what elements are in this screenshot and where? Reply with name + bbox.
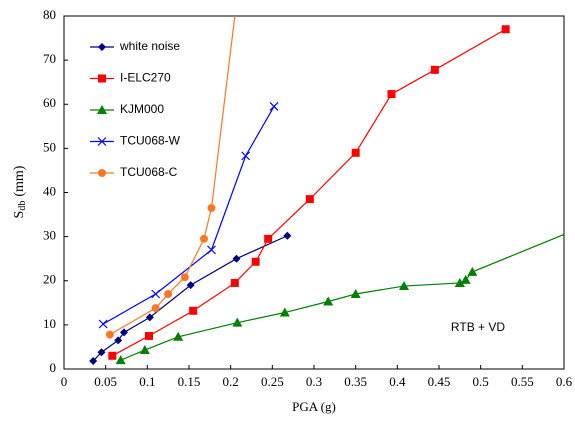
- legend-marker: [98, 43, 106, 51]
- y-tick-label: 40: [43, 183, 56, 198]
- marker: [269, 102, 279, 111]
- legend-marker: [98, 169, 106, 177]
- marker: [232, 254, 241, 263]
- x-tick-label: 0.45: [428, 374, 451, 389]
- marker: [323, 296, 334, 306]
- marker: [108, 351, 117, 360]
- marker: [164, 289, 173, 298]
- legend-label: white noise: [119, 39, 180, 53]
- x-tick-label: 0.6: [556, 374, 573, 389]
- marker: [279, 307, 290, 317]
- marker: [139, 345, 150, 355]
- x-tick-label: 0.3: [306, 374, 322, 389]
- y-tick-label: 0: [50, 360, 57, 375]
- marker: [251, 257, 260, 266]
- marker: [399, 281, 409, 291]
- marker: [350, 288, 361, 298]
- legend-label: TCU068-W: [120, 134, 181, 148]
- marker: [98, 319, 108, 329]
- marker: [454, 277, 465, 287]
- annotation: RTB + VD: [451, 320, 505, 334]
- y-tick-label: 30: [43, 228, 56, 243]
- x-axis-title: PGA (g): [292, 399, 336, 414]
- y-title-main: S: [12, 211, 27, 219]
- legend-label: KJM000: [120, 102, 164, 116]
- series-line: [92, 235, 288, 362]
- legend-marker: [97, 105, 107, 114]
- marker: [283, 231, 292, 240]
- marker: [114, 336, 123, 345]
- x-tick-label: 0.25: [261, 374, 284, 389]
- marker: [241, 151, 251, 161]
- y-tick-label: 10: [43, 316, 56, 331]
- legend-marker: [97, 137, 107, 146]
- y-tick-label: 50: [43, 139, 56, 154]
- marker: [207, 203, 216, 212]
- marker: [189, 306, 198, 315]
- marker: [151, 304, 160, 313]
- marker: [232, 317, 243, 327]
- plot-frame: [63, 15, 565, 370]
- x-tick-label: 0: [61, 374, 68, 389]
- x-tick-label: 0.55: [511, 374, 534, 389]
- marker: [200, 234, 208, 243]
- marker: [387, 90, 396, 99]
- x-tick-label: 0.5: [473, 374, 489, 389]
- marker: [151, 289, 161, 299]
- y-title-unit: (mm): [12, 165, 27, 196]
- marker: [180, 273, 189, 282]
- y-tick-label: 80: [43, 7, 56, 22]
- marker: [120, 328, 128, 337]
- marker: [186, 281, 195, 290]
- legend-marker: [98, 74, 106, 83]
- marker: [105, 330, 114, 339]
- legend-label: TCU068-C: [120, 165, 178, 179]
- marker: [467, 266, 478, 276]
- x-tick-label: 0.15: [178, 374, 201, 389]
- marker: [145, 313, 154, 322]
- marker: [230, 278, 239, 287]
- marker: [460, 274, 471, 284]
- y-tick-label: 70: [43, 51, 56, 66]
- marker: [115, 355, 126, 365]
- legend-label: I-ELC270: [120, 71, 171, 85]
- y-axis-title: Sdb (mm): [12, 165, 28, 218]
- marker: [89, 357, 98, 366]
- x-tick-label: 0.2: [223, 374, 239, 389]
- marker: [173, 331, 184, 341]
- x-tick-label: 0.05: [94, 374, 117, 389]
- marker: [351, 148, 360, 157]
- marker: [264, 234, 273, 243]
- marker: [97, 348, 106, 357]
- x-tick-label: 0.1: [139, 374, 155, 389]
- y-tick-label: 20: [43, 272, 56, 287]
- x-tick-label: 0.4: [389, 374, 406, 389]
- y-tick-label: 60: [43, 95, 56, 110]
- marker: [305, 195, 314, 204]
- marker: [145, 331, 153, 340]
- y-title-sub: db: [17, 201, 28, 211]
- marker: [430, 65, 439, 74]
- series-line: [120, 233, 564, 361]
- x-tick-label: 0.35: [344, 374, 367, 389]
- marker: [501, 25, 510, 34]
- marker: [207, 245, 216, 255]
